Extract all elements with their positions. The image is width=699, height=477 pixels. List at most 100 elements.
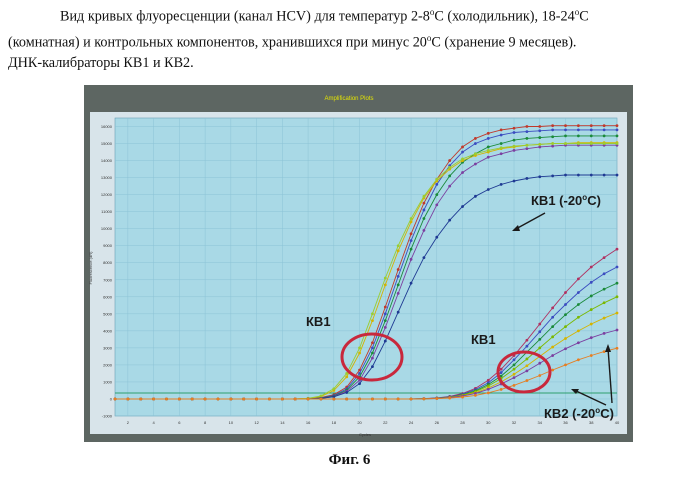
data-point — [461, 151, 464, 154]
data-point — [525, 339, 528, 342]
data-point — [487, 132, 490, 135]
data-point — [551, 354, 554, 357]
data-point — [564, 347, 567, 350]
figure-caption: Фиг. 6 — [0, 452, 699, 469]
data-point — [551, 325, 554, 328]
data-point — [204, 398, 207, 401]
data-point — [500, 142, 503, 145]
y-tick-label: -1000 — [102, 414, 113, 419]
data-point — [474, 137, 477, 140]
data-point — [590, 142, 593, 145]
data-point — [525, 177, 528, 180]
y-tick-label: 16000 — [101, 124, 113, 129]
data-point — [577, 316, 580, 319]
data-point — [525, 379, 528, 382]
data-point — [551, 369, 554, 372]
data-point — [384, 319, 387, 322]
annotation-text: КВ1 (-20 — [531, 193, 582, 208]
data-point — [577, 129, 580, 132]
data-point — [564, 325, 567, 328]
data-point — [384, 398, 387, 401]
data-point — [423, 202, 426, 205]
x-tick-label: 16 — [306, 420, 311, 425]
data-point — [616, 174, 619, 177]
data-point — [538, 175, 541, 178]
data-point — [371, 319, 374, 322]
data-point — [513, 384, 516, 387]
data-point — [590, 124, 593, 127]
data-point — [358, 346, 361, 349]
data-point — [371, 352, 374, 355]
data-point — [448, 174, 451, 177]
data-point — [590, 281, 593, 284]
data-point — [345, 375, 348, 378]
data-point — [538, 346, 541, 349]
data-point — [423, 229, 426, 232]
data-point — [345, 398, 348, 401]
data-point — [590, 323, 593, 326]
data-point — [371, 341, 374, 344]
x-tick-label: 18 — [332, 420, 337, 425]
x-tick-label: 24 — [409, 420, 414, 425]
data-point — [538, 143, 541, 146]
data-point — [371, 346, 374, 349]
data-point — [435, 193, 438, 196]
data-point — [487, 137, 490, 140]
data-point — [371, 312, 374, 315]
data-point — [358, 382, 361, 385]
y-tick-label: 14000 — [101, 158, 113, 163]
data-point — [384, 326, 387, 329]
x-axis-label: Cycles — [359, 432, 371, 437]
data-point — [397, 249, 400, 252]
data-point — [616, 329, 619, 332]
x-tick-label: 40 — [615, 420, 620, 425]
y-axis-label: Fluorescence (dR) — [88, 251, 93, 285]
y-tick-label: 4000 — [103, 328, 113, 333]
y-tick-label: 13000 — [101, 175, 113, 180]
x-tick-label: 30 — [486, 420, 491, 425]
data-point — [281, 398, 284, 401]
data-point — [538, 323, 541, 326]
data-point — [487, 149, 490, 152]
data-point — [435, 203, 438, 206]
data-point — [551, 135, 554, 138]
data-point — [603, 288, 606, 291]
y-tick-label: 2000 — [103, 362, 113, 367]
data-point — [114, 398, 117, 401]
data-point — [603, 350, 606, 353]
data-point — [217, 398, 220, 401]
annotation-text: С) — [600, 406, 614, 421]
data-point — [268, 398, 271, 401]
data-point — [397, 283, 400, 286]
data-point — [500, 388, 503, 391]
data-point — [255, 398, 258, 401]
data-point — [577, 134, 580, 137]
data-point — [564, 303, 567, 306]
data-point — [564, 134, 567, 137]
data-point — [126, 398, 129, 401]
data-point — [513, 145, 516, 148]
data-point — [461, 146, 464, 149]
data-point — [525, 364, 528, 367]
data-point — [513, 131, 516, 134]
data-point — [616, 266, 619, 269]
y-tick-label: 12000 — [101, 192, 113, 197]
data-point — [564, 174, 567, 177]
data-point — [525, 147, 528, 150]
data-point — [191, 398, 194, 401]
data-point — [603, 124, 606, 127]
data-point — [461, 205, 464, 208]
data-point — [525, 369, 528, 372]
data-point — [603, 174, 606, 177]
y-tick-label: 6000 — [103, 294, 113, 299]
data-point — [577, 142, 580, 145]
data-point — [410, 398, 413, 401]
data-point — [525, 345, 528, 348]
data-point — [513, 180, 516, 183]
data-point — [590, 336, 593, 339]
data-point — [358, 398, 361, 401]
data-point — [152, 398, 155, 401]
data-point — [564, 129, 567, 132]
data-point — [487, 379, 490, 382]
kb1-left-label: КВ1 — [306, 314, 331, 329]
